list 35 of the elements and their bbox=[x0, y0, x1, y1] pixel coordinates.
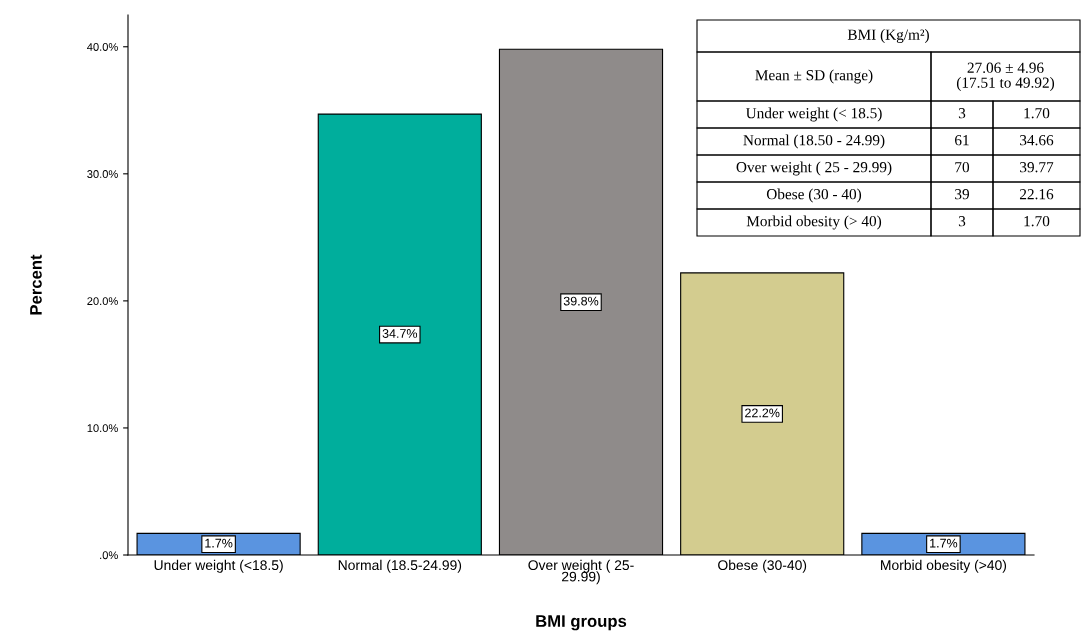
x-tick-label: Under weight (<18.5) bbox=[154, 559, 283, 573]
y-tick-label: .0% bbox=[100, 551, 118, 560]
x-tick-label: Normal (18.5-24.99) bbox=[338, 559, 462, 573]
x-tick-label: Morbid obesity (>40) bbox=[881, 559, 1007, 573]
data-label: 22.2% bbox=[745, 408, 780, 418]
data-label: 39.8% bbox=[563, 296, 599, 306]
annotation: 3 bbox=[958, 108, 966, 119]
annotation: 1.70 bbox=[1024, 216, 1050, 227]
annotation: 27.06 ± 4.96 (17.51 to 49.92) bbox=[956, 62, 1055, 91]
y-tick-label: 30.0% bbox=[87, 170, 118, 178]
annotation: Normal (18.50 - 24.99) bbox=[743, 134, 885, 149]
x-axis-title: BMI groups bbox=[536, 615, 627, 631]
annotation: BMI (Kg/m²) bbox=[847, 29, 929, 43]
annotation: 39 bbox=[955, 189, 970, 200]
annotation: 22.16 bbox=[1019, 189, 1054, 200]
data-label: 34.7% bbox=[382, 329, 418, 338]
annotation: 39.77 bbox=[1020, 162, 1054, 173]
x-tick-label: Obese (30-40) bbox=[718, 559, 807, 573]
annotation: Over weight ( 25 - 29.99) bbox=[736, 161, 892, 176]
annotation: Mean ± SD (range) bbox=[755, 69, 873, 84]
annotation: 3 bbox=[958, 216, 966, 227]
annotation: Under weight (< 18.5) bbox=[745, 107, 882, 122]
annotation: 34.66 bbox=[1020, 135, 1054, 146]
annotation: Obese (30 - 40) bbox=[766, 188, 862, 203]
y-tick-label: 20.0% bbox=[87, 297, 118, 306]
annotation: 1.70 bbox=[1024, 108, 1050, 119]
y-axis-title: Percent bbox=[30, 254, 42, 315]
data-label: 1.7% bbox=[205, 538, 233, 548]
x-tick-label: Over weight ( 25- 29.99) bbox=[528, 559, 634, 585]
annotation: Morbid obesity (> 40) bbox=[746, 215, 882, 230]
annotation: 61 bbox=[955, 135, 969, 146]
y-tick-label: 40.0% bbox=[87, 43, 118, 51]
annotation: 70 bbox=[955, 162, 970, 173]
data-label: 1.7% bbox=[930, 538, 958, 548]
y-tick-label: 10.0% bbox=[87, 424, 118, 433]
